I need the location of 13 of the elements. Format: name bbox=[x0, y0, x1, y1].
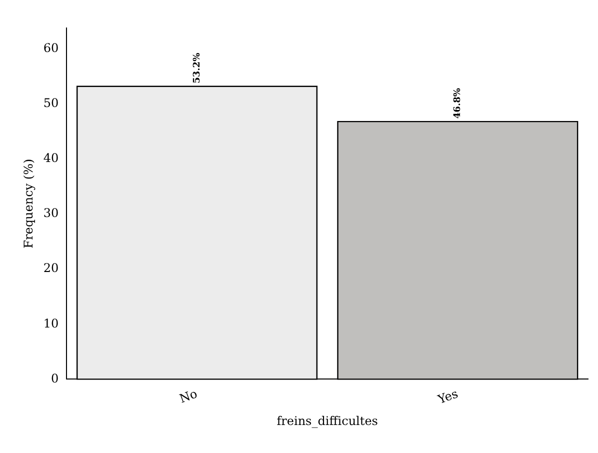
y-tick-label: 60 bbox=[43, 41, 59, 56]
y-tick-label: 50 bbox=[43, 96, 59, 110]
y-tick-label: 30 bbox=[43, 206, 59, 220]
y-tick-label: 20 bbox=[43, 261, 59, 276]
y-tick-label: 0 bbox=[51, 371, 59, 386]
x-axis-title: freins_difficultes bbox=[276, 414, 378, 428]
data-label: 53.2% bbox=[192, 52, 202, 84]
y-tick-label: 10 bbox=[43, 316, 59, 330]
data-label: 46.8% bbox=[453, 88, 464, 119]
y-tick-label: 40 bbox=[43, 151, 59, 166]
x-tick-label: Yes bbox=[435, 386, 460, 407]
x-tick-label: No bbox=[178, 386, 200, 406]
y-axis-title: Frequency (%) bbox=[21, 158, 36, 248]
